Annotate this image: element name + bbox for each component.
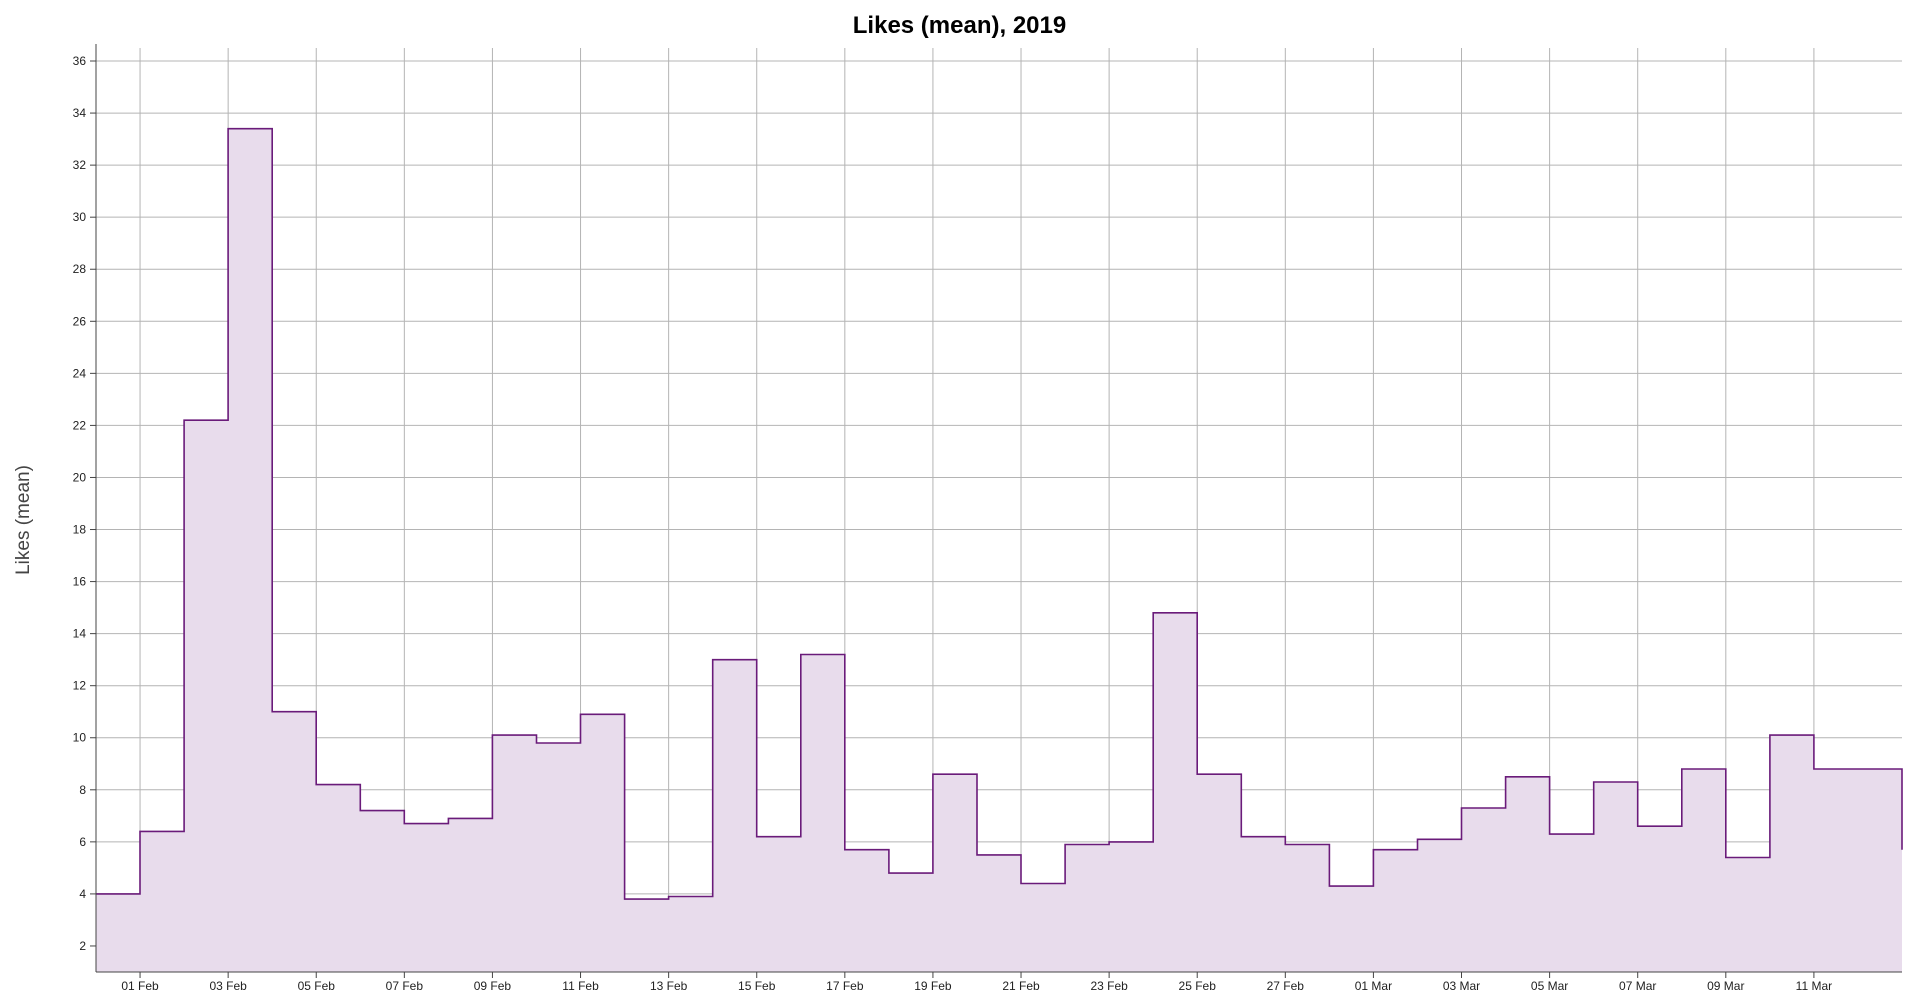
step-bar: [1065, 844, 1109, 972]
x-tick-label: 17 Feb: [826, 979, 864, 993]
step-bar: [1329, 886, 1373, 972]
step-bar: [1373, 850, 1417, 972]
step-bar: [1462, 808, 1506, 972]
y-tick-label: 24: [73, 366, 87, 380]
y-tick-label: 28: [73, 262, 87, 276]
y-tick-label: 6: [79, 835, 86, 849]
y-tick-label: 18: [73, 523, 87, 537]
step-bar: [140, 831, 184, 972]
axes: [95, 44, 1902, 973]
step-bar: [492, 735, 536, 972]
step-bar: [889, 873, 933, 972]
step-bar: [1770, 735, 1814, 972]
x-tick-label: 09 Mar: [1707, 979, 1744, 993]
plot-area: [96, 127, 1903, 972]
series-line: [96, 127, 1903, 900]
step-bar: [316, 785, 360, 972]
x-tick-label: 03 Mar: [1443, 979, 1480, 993]
x-ticks: 01 Feb 03 Feb 05 Feb 07 Feb 09 Feb 11 Feb 13 F…: [121, 972, 1832, 993]
x-tick-label: 01 Mar: [1355, 979, 1392, 993]
step-bar: [1594, 782, 1638, 972]
step-bar: [933, 774, 977, 972]
step-bar: [360, 811, 404, 972]
step-bar: [1285, 844, 1329, 972]
y-tick-label: 2: [79, 939, 86, 953]
step-bar: [1241, 837, 1285, 972]
x-tick-label: 11 Feb: [562, 979, 599, 993]
step-bar: [1726, 857, 1770, 972]
y-tick-label: 26: [73, 314, 87, 328]
step-bar: [757, 837, 801, 972]
x-tick-label: 27 Feb: [1267, 979, 1305, 993]
y-tick-label: 34: [73, 106, 87, 120]
y-tick-label: 22: [73, 418, 87, 432]
x-tick-label: 19 Feb: [914, 979, 952, 993]
x-tick-label: 13 Feb: [650, 979, 688, 993]
y-tick-label: 16: [73, 575, 87, 589]
step-bar: [1814, 769, 1858, 972]
y-tick-label: 32: [73, 158, 87, 172]
step-bar: [669, 897, 713, 972]
y-tick-label: 30: [73, 210, 87, 224]
y-tick-label: 12: [73, 679, 87, 693]
area-fill: [96, 128, 1902, 972]
step-bar: [1638, 826, 1682, 972]
chart-title: Likes (mean), 2019: [852, 12, 1067, 39]
step-bar: [1506, 777, 1550, 972]
step-bar: [536, 743, 580, 972]
step-bar: [1550, 834, 1594, 972]
x-tick-label: 07 Mar: [1619, 979, 1656, 993]
step-bar: [1417, 839, 1461, 972]
step-bar: [1197, 774, 1241, 972]
y-tick-label: 14: [73, 627, 87, 641]
y-tick-label: 10: [73, 731, 87, 745]
step-bar: [1109, 842, 1153, 972]
y-tick-label: 20: [73, 470, 87, 484]
x-tick-label: 15 Feb: [738, 979, 776, 993]
x-tick-label: 05 Mar: [1531, 979, 1568, 993]
x-tick-label: 09 Feb: [474, 979, 512, 993]
x-tick-label: 07 Feb: [386, 979, 424, 993]
step-bar: [228, 129, 272, 972]
step-bar: [404, 824, 448, 972]
step-bar: [581, 714, 625, 972]
x-tick-label: 11 Mar: [1796, 979, 1832, 993]
x-tick-label: 03 Feb: [209, 979, 247, 993]
x-tick-label: 01 Feb: [121, 979, 159, 993]
x-tick-label: 25 Feb: [1179, 979, 1217, 993]
step-bar: [184, 420, 228, 972]
step-bar: [977, 855, 1021, 972]
step-bar: [1153, 613, 1197, 972]
step-bar: [713, 660, 757, 972]
step-bar: [448, 818, 492, 972]
step-bar: [1682, 769, 1726, 972]
step-bar: [1021, 884, 1065, 972]
x-tick-label: 23 Feb: [1090, 979, 1128, 993]
y-tick-label: 8: [79, 783, 86, 797]
y-tick-label: 4: [79, 887, 86, 901]
y-tick-label: 36: [73, 54, 87, 68]
x-tick-label: 05 Feb: [298, 979, 336, 993]
step-bar: [272, 712, 316, 972]
step-bar: [845, 850, 889, 972]
step-bar: [96, 894, 140, 972]
x-tick-label: 21 Feb: [1002, 979, 1040, 993]
step-bar: [801, 654, 845, 972]
step-bar: [625, 899, 669, 972]
